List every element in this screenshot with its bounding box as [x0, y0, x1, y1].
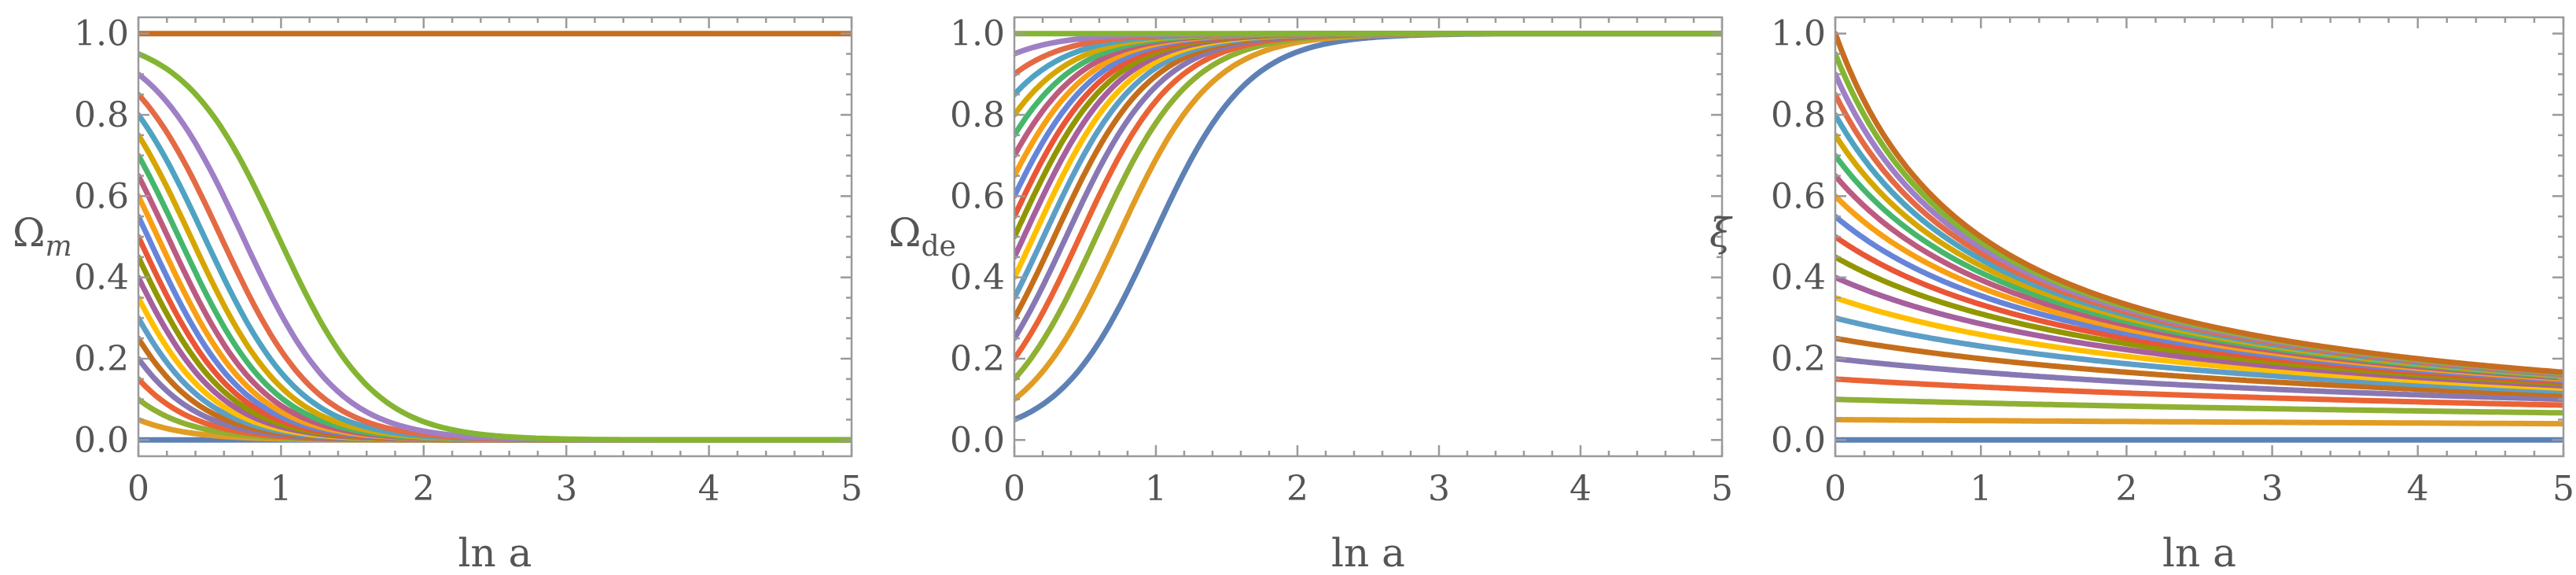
y-axis-label: Ωde	[889, 210, 956, 263]
y-tick-label: 0.2	[1771, 339, 1826, 379]
series-line	[1014, 31, 1722, 321]
x-tick-label: 2	[413, 469, 435, 509]
x-tick-label: 2	[2115, 469, 2137, 509]
series-line	[1835, 295, 2563, 392]
curves	[1835, 31, 2563, 443]
y-axis-label: ξ	[1709, 210, 1733, 256]
x-tick-label: 0	[1824, 469, 1846, 509]
series-line	[1835, 417, 2563, 427]
x-tick-label: 4	[1570, 469, 1592, 509]
x-tick-label: 1	[1145, 469, 1167, 509]
x-tick-label: 4	[2407, 469, 2429, 509]
y-tick-label: 1.0	[950, 14, 1005, 54]
x-tick-label: 3	[1428, 469, 1450, 509]
x-tick-label: 1	[1970, 469, 1992, 509]
x-tick-label: 5	[1711, 469, 1733, 509]
x-axis-label: ln a	[2162, 530, 2236, 575]
omega-de-panel: 0 1 2 3 4 5 0.0 0.2 0.4 0.6 0.8 1.0 ln a Ωde	[889, 14, 1733, 575]
y-tick-label: 0.4	[950, 258, 1005, 298]
series-line	[1835, 315, 2563, 394]
curves	[138, 31, 852, 443]
series-line	[138, 51, 852, 443]
x-tick-label: 5	[841, 469, 863, 509]
y-tick-label: 1.0	[74, 14, 129, 54]
x-tick-label: 3	[555, 469, 577, 509]
x-tick-label: 3	[2261, 469, 2283, 509]
y-tick-label: 0.6	[74, 176, 129, 216]
series-line	[1835, 396, 2563, 416]
x-tick-label: 2	[1286, 469, 1308, 509]
y-tick-label: 0.4	[1771, 258, 1826, 298]
y-tick-label: 0.0	[950, 420, 1005, 460]
y-tick-label: 0.2	[950, 339, 1005, 379]
y-tick-label: 0.8	[74, 95, 129, 135]
curves	[1014, 31, 1722, 422]
y-tick-label: 0.0	[74, 420, 129, 460]
series-line	[1014, 31, 1722, 159]
x-tick-label: 1	[270, 469, 292, 509]
x-tick-label: 0	[127, 469, 149, 509]
x-tick-label: 0	[1003, 469, 1025, 509]
x-axis-label: ln a	[458, 530, 532, 575]
y-tick-label: 0.8	[950, 95, 1005, 135]
series-line	[1835, 356, 2563, 403]
x-axis-label: ln a	[1331, 530, 1405, 575]
y-tick-label: 0.4	[74, 258, 129, 298]
omega-m-panel: 0 1 2 3 4 5 0.0 0.2 0.4 0.6 0.8 1.0 ln a Ωm	[13, 14, 863, 575]
y-tick-label: 0.6	[1771, 176, 1826, 216]
y-tick-label: 0.8	[1771, 95, 1826, 135]
xi-panel: 0 1 2 3 4 5 0.0 0.2 0.4 0.6 0.8 1.0 ln a ξ	[1709, 14, 2574, 575]
y-tick-label: 0.2	[74, 339, 129, 379]
series-line	[1014, 31, 1722, 138]
y-axis-label: Ωm	[13, 210, 72, 263]
series-line	[1835, 31, 2563, 375]
y-tick-label: 0.0	[1771, 420, 1826, 460]
y-tick-label: 1.0	[1771, 14, 1826, 54]
series-line	[138, 315, 852, 443]
x-tick-label: 5	[2552, 469, 2574, 509]
series-line	[138, 153, 852, 443]
series-line	[1835, 335, 2563, 398]
y-tick-label: 0.6	[950, 176, 1005, 216]
x-tick-label: 4	[698, 469, 720, 509]
series-line	[1835, 376, 2563, 408]
